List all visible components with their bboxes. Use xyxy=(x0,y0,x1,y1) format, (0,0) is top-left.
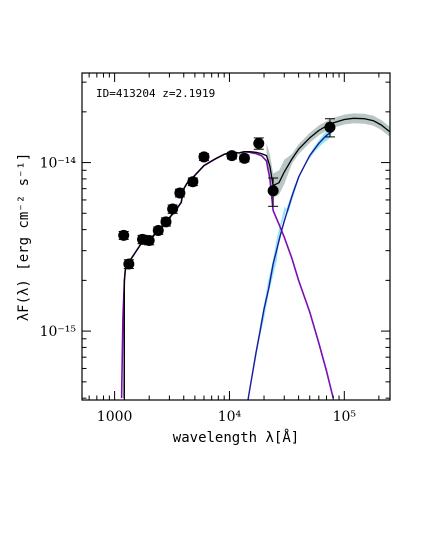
axis-ticks xyxy=(82,73,390,400)
data-point xyxy=(267,177,279,207)
y-tick-label: 10⁻¹⁴ xyxy=(40,156,77,172)
source-annotation: ID=413204 z=2.1919 xyxy=(96,87,215,100)
data-point xyxy=(187,176,199,188)
x-tick-label: 1000 xyxy=(97,409,133,425)
data-marker xyxy=(238,152,250,164)
data-point xyxy=(143,234,155,246)
data-marker xyxy=(143,234,155,246)
data-point xyxy=(123,258,135,270)
x-tick-label: 10⁵ xyxy=(333,409,357,425)
tick-labels: 1000 10⁴ 10⁵ 10⁻¹⁵ 10⁻¹⁴ xyxy=(40,156,357,425)
cyan-uncertainty-band xyxy=(248,122,338,400)
data-marker xyxy=(174,187,186,199)
grey-uncertainty-band xyxy=(266,113,390,198)
data-point xyxy=(253,137,265,150)
data-point xyxy=(324,118,336,138)
x-tick-label: 10⁴ xyxy=(218,409,242,425)
data-marker xyxy=(267,185,279,197)
data-point xyxy=(198,151,210,163)
data-marker xyxy=(167,203,179,215)
data-point xyxy=(226,150,238,162)
data-marker xyxy=(160,216,172,228)
uncertainty-bands xyxy=(248,113,390,400)
photometry-points xyxy=(118,118,336,270)
data-marker xyxy=(118,229,130,241)
data-marker xyxy=(152,225,164,237)
data-point xyxy=(160,216,172,228)
plot-frame xyxy=(81,72,391,401)
data-marker xyxy=(324,121,336,133)
dust-model-line xyxy=(247,129,334,400)
data-point xyxy=(238,152,250,164)
x-axis-label: wavelength λ[Å] xyxy=(173,429,299,446)
model-curves xyxy=(120,117,390,400)
data-marker xyxy=(198,151,210,163)
data-marker xyxy=(253,137,265,149)
data-point xyxy=(118,229,130,241)
data-marker xyxy=(226,150,238,162)
data-point xyxy=(152,225,164,237)
data-marker xyxy=(187,176,199,188)
y-tick-label: 10⁻¹⁵ xyxy=(40,324,77,340)
y-axis-label: λF(λ) [erg cm⁻² s⁻¹] xyxy=(16,153,32,322)
data-point xyxy=(167,203,179,215)
total-model-line xyxy=(123,117,390,399)
data-point xyxy=(174,187,186,199)
data-marker xyxy=(123,258,135,270)
stellar-model-line xyxy=(120,150,334,399)
